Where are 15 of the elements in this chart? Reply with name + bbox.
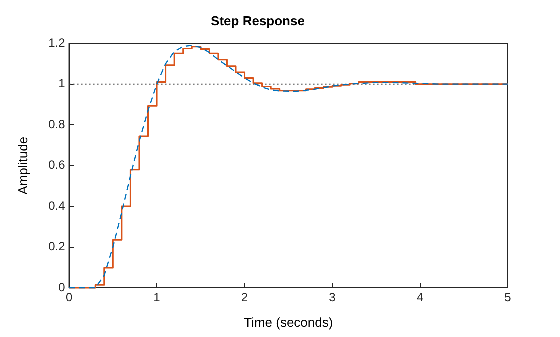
x-tick-label: 1 [154,290,161,305]
y-tick-label: 1 [58,76,66,91]
y-tick-label: 0.8 [48,117,66,132]
x-tick-label: 4 [416,290,424,305]
y-tick-label: 1.2 [48,36,66,50]
x-tick-label: 2 [241,290,248,305]
y-tick-label: 0.4 [48,198,66,213]
y-tick-label: 0.2 [48,240,66,254]
x-tick-label: 5 [504,290,512,305]
y-tick-label: 0.6 [48,158,66,172]
y-axis-title: Amplitude [15,136,30,195]
x-axis-title: Time (seconds) [244,314,334,330]
chart-title: Step Response [211,13,305,28]
x-tick-label: 3 [329,290,336,305]
y-tick-label: 0 [58,280,66,294]
